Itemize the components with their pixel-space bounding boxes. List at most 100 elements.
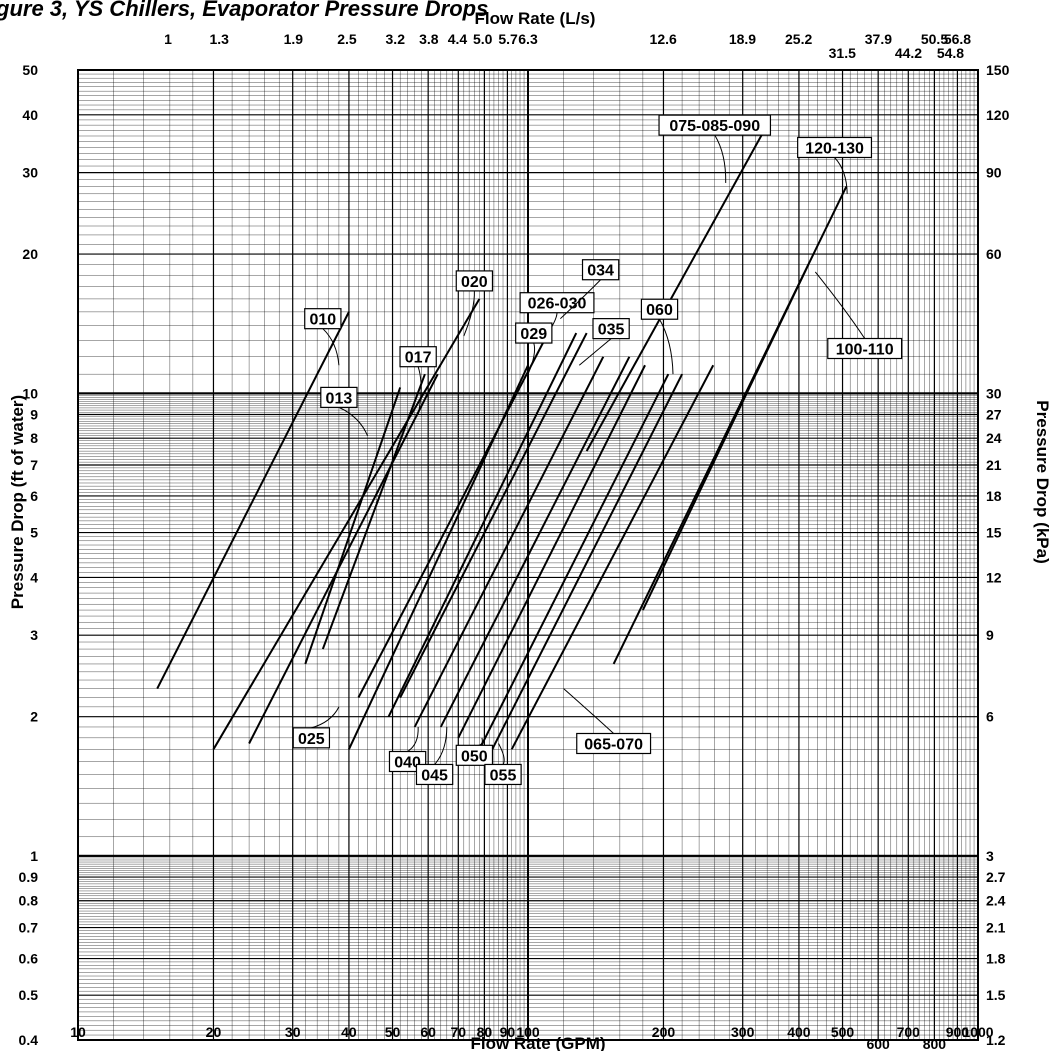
series-label-055: 055 xyxy=(490,767,517,784)
top-tick-label: 1 xyxy=(164,31,172,47)
label-box-010 xyxy=(304,308,342,330)
series-label-060: 060 xyxy=(646,302,673,319)
y-tick-label: 4 xyxy=(30,569,38,585)
label-box-029 xyxy=(515,322,553,344)
label-leader-029 xyxy=(527,342,536,375)
label-leader-100-110 xyxy=(814,271,866,339)
label-leader-055 xyxy=(498,743,505,765)
top-tick-label: 25.2 xyxy=(785,31,812,47)
series-label-045: 045 xyxy=(421,767,448,784)
right-tick-label: 2.7 xyxy=(986,869,1006,885)
x-tick-label: 700 xyxy=(897,1024,921,1040)
series-line-060 xyxy=(488,373,683,756)
right-tick-label: 90 xyxy=(986,165,1002,181)
top-tick-label: 5.7 xyxy=(498,31,518,47)
y-tick-label: 8 xyxy=(30,430,38,446)
x-tick-label: 600 xyxy=(866,1036,890,1051)
x-tick-label: 30 xyxy=(285,1024,301,1040)
series-line-010 xyxy=(156,311,350,690)
series-label-013: 013 xyxy=(326,390,353,407)
top-tick-label: 44.2 xyxy=(895,45,922,61)
label-leader-020 xyxy=(463,290,475,337)
top-axis-title: Flow Rate (L/s) xyxy=(475,9,596,28)
series-label-017: 017 xyxy=(405,350,432,367)
label-box-060 xyxy=(640,298,679,320)
series-line-025 xyxy=(248,373,439,744)
right-tick-label: 3 xyxy=(986,848,994,864)
y-tick-label: 9 xyxy=(30,407,38,423)
series-line-034 xyxy=(387,332,578,718)
right-tick-label: 2.4 xyxy=(986,893,1006,909)
y-tick-label: 10 xyxy=(22,385,38,401)
label-box-120-130 xyxy=(797,136,873,159)
label-box-050 xyxy=(455,744,494,766)
series-line-050 xyxy=(457,364,646,739)
y-tick-label: 0.4 xyxy=(19,1032,39,1048)
label-box-045 xyxy=(415,763,454,786)
series-label-034: 034 xyxy=(587,263,614,280)
right-tick-label: 60 xyxy=(986,246,1002,262)
right-tick-label: 1.2 xyxy=(986,1032,1006,1048)
right-tick-label: 21 xyxy=(986,457,1002,473)
top-tick-label: 1.3 xyxy=(210,31,230,47)
right-tick-label: 27 xyxy=(986,407,1002,423)
series-label-065-070: 065-070 xyxy=(584,736,643,753)
x-tick-label: 10 xyxy=(70,1024,86,1040)
right-tick-label: 9 xyxy=(986,627,994,643)
x-tick-label: 300 xyxy=(731,1024,755,1040)
y-tick-label: 0.5 xyxy=(19,987,39,1003)
x-tick-label: 200 xyxy=(652,1024,676,1040)
y-tick-label: 6 xyxy=(30,488,38,504)
series-label-050: 050 xyxy=(461,748,488,765)
x-tick-label: 800 xyxy=(923,1036,947,1051)
x-tick-label: 40 xyxy=(341,1024,357,1040)
left-axis-title: Pressure Drop (ft of water) xyxy=(8,395,27,609)
label-box-100-110 xyxy=(827,337,903,360)
y-tick-label: 0.8 xyxy=(19,893,39,909)
series-lines xyxy=(156,119,848,756)
series-line-065-070 xyxy=(510,364,715,750)
y-tick-label: 5 xyxy=(30,525,38,541)
right-tick-label: 15 xyxy=(986,525,1002,541)
series-label-035: 035 xyxy=(598,322,625,339)
x-tick-label: 20 xyxy=(206,1024,222,1040)
label-box-034 xyxy=(581,259,620,281)
chart-title: gure 3, YS Chillers, Evaporator Pressure… xyxy=(0,0,488,21)
right-tick-label: 1.5 xyxy=(986,987,1006,1003)
grid xyxy=(77,69,979,1041)
label-leader-035 xyxy=(578,338,612,366)
series-label-025: 025 xyxy=(298,731,325,748)
top-tick-label: 50.5 xyxy=(921,31,948,47)
y-tick-label: 1 xyxy=(30,848,38,864)
y-tick-label: 3 xyxy=(30,627,38,643)
top-tick-label: 5.0 xyxy=(473,31,493,47)
y-tick-label: 20 xyxy=(22,246,38,262)
label-leader-017 xyxy=(417,366,422,415)
right-tick-label: 2.1 xyxy=(986,920,1006,936)
series-line-075-085-090 xyxy=(585,119,771,452)
series-label-040: 040 xyxy=(394,754,421,771)
label-box-075-085-090 xyxy=(658,114,772,136)
label-leader-120-130 xyxy=(834,157,848,194)
label-leader-025 xyxy=(311,706,340,729)
right-axis-title: Pressure Drop (kPa) xyxy=(1033,400,1052,563)
right-tick-label: 6 xyxy=(986,709,994,725)
x-tick-label: 90 xyxy=(500,1024,516,1040)
top-tick-label: 31.5 xyxy=(829,45,856,61)
series-line-013 xyxy=(304,387,402,665)
label-box-055 xyxy=(484,763,522,786)
series-label-029: 029 xyxy=(520,326,547,343)
series-label-120-130: 120-130 xyxy=(805,140,864,157)
label-box-013 xyxy=(320,386,358,408)
label-leader-034 xyxy=(560,279,601,320)
right-tick-label: 12 xyxy=(986,569,1002,585)
series-label-020: 020 xyxy=(461,274,488,291)
series-line-035 xyxy=(399,332,588,698)
top-tick-label: 3.8 xyxy=(419,31,439,47)
y-tick-label: 0.7 xyxy=(19,920,39,936)
x-tick-label: 80 xyxy=(477,1024,493,1040)
label-leader-060 xyxy=(659,318,674,375)
series-label-026-030: 026-030 xyxy=(528,296,587,313)
y-tick-label: 40 xyxy=(22,107,38,123)
